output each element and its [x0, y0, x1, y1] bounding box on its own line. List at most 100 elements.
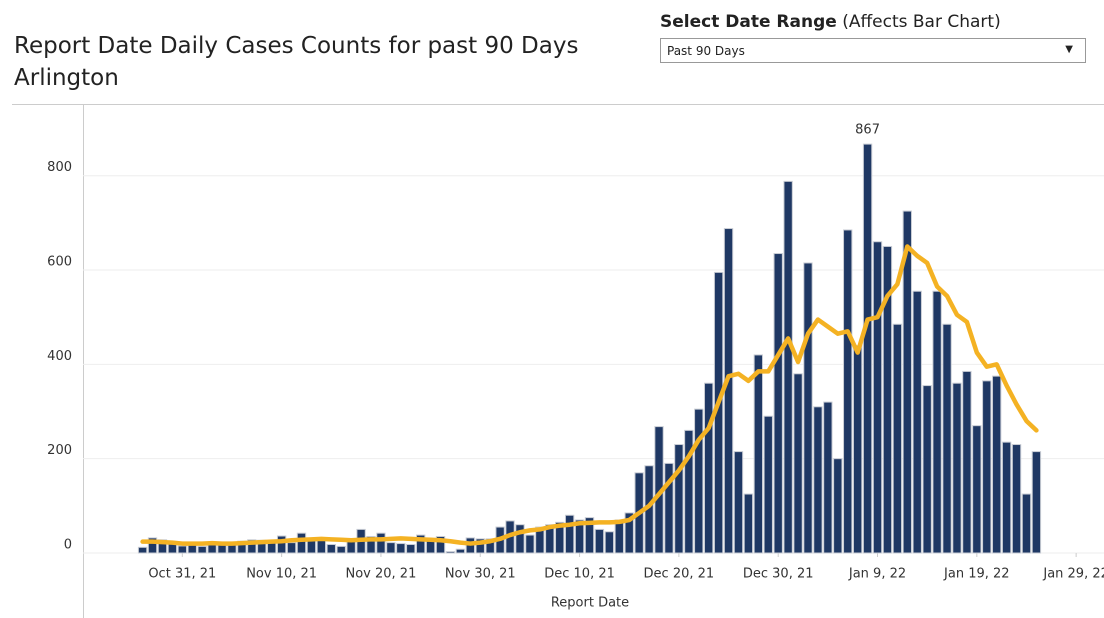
bar	[982, 380, 992, 554]
bar	[475, 538, 485, 554]
bar	[525, 534, 535, 554]
bar	[435, 535, 446, 554]
bar	[872, 241, 883, 554]
x-tick-label: Dec 20, 21	[644, 567, 715, 582]
x-tick-label: Nov 20, 21	[346, 567, 417, 582]
bar	[942, 323, 952, 554]
bar	[386, 542, 396, 554]
bar	[396, 543, 406, 554]
bar	[902, 210, 912, 554]
bar	[783, 180, 793, 554]
bar	[1021, 493, 1032, 554]
bar	[733, 451, 744, 554]
bar	[932, 290, 942, 554]
x-tick-label: Dec 30, 21	[743, 567, 814, 582]
bar	[684, 429, 694, 554]
y-tick-label: 600	[47, 255, 72, 270]
bar	[743, 493, 754, 554]
bar	[376, 532, 386, 554]
bar	[326, 544, 336, 554]
bar	[624, 512, 634, 554]
bar	[227, 544, 237, 554]
x-tick-label: Nov 10, 21	[246, 567, 317, 582]
bar	[574, 519, 585, 554]
x-tick-label: Oct 31, 21	[148, 567, 216, 582]
bar	[1031, 451, 1042, 554]
bar	[336, 545, 346, 554]
bar	[177, 545, 187, 554]
bar	[793, 373, 803, 554]
bar	[535, 526, 545, 554]
dropdown-value: Past 90 Days	[667, 44, 745, 58]
subtitle: Arlington	[14, 65, 119, 91]
bar	[555, 521, 565, 554]
bar	[952, 382, 962, 554]
bar	[723, 228, 734, 554]
bar	[316, 539, 327, 554]
bar	[763, 415, 773, 554]
bar	[833, 458, 843, 554]
bar	[862, 143, 873, 554]
x-tick-label: Jan 19, 22	[943, 567, 1010, 582]
bar	[803, 262, 813, 554]
bar	[515, 524, 525, 554]
bar	[197, 545, 207, 554]
title-block: Report Date Daily Cases Counts for past …	[14, 30, 578, 94]
bar	[594, 528, 605, 554]
x-tick-label: Jan 9, 22	[848, 567, 906, 582]
bar	[912, 290, 922, 554]
bar	[674, 444, 684, 554]
filter-label: Select Date Range (Affects Bar Chart)	[660, 12, 1001, 32]
bar	[843, 229, 853, 554]
bar	[247, 539, 257, 554]
bar	[664, 462, 674, 554]
bar	[147, 537, 158, 554]
y-tick-label: 200	[47, 443, 72, 458]
bar	[296, 532, 307, 554]
bar	[276, 535, 287, 554]
average-line	[140, 244, 1039, 546]
title: Report Date Daily Cases Counts for past …	[14, 33, 579, 59]
bar	[157, 539, 168, 554]
bar	[962, 370, 972, 554]
bar	[753, 354, 764, 554]
bar	[455, 548, 466, 554]
bar	[1011, 444, 1022, 554]
bar	[406, 544, 416, 554]
bar	[892, 323, 903, 554]
bar	[992, 375, 1002, 554]
y-tick-label: 400	[47, 349, 72, 364]
y-tick-label: 800	[47, 160, 72, 175]
data-label: 867	[855, 123, 880, 138]
filter-title: Select Date Range	[660, 12, 837, 32]
bar	[852, 344, 863, 554]
y-tick-label: 0	[64, 538, 72, 553]
bar	[485, 538, 495, 554]
bar	[882, 245, 893, 554]
bar	[972, 425, 982, 554]
bar	[137, 546, 148, 554]
bar	[773, 253, 783, 554]
filter-note: (Affects Bar Chart)	[842, 12, 1001, 32]
bar	[922, 385, 932, 554]
bar	[823, 401, 833, 554]
bar	[366, 535, 376, 554]
x-tick-label: Nov 30, 21	[445, 567, 516, 582]
bar	[813, 406, 823, 554]
bar	[704, 382, 714, 554]
bar	[545, 524, 555, 554]
bar	[564, 514, 575, 554]
date-range-dropdown[interactable]: Past 90 Days ▼	[660, 38, 1086, 63]
bar	[604, 531, 615, 554]
bar	[584, 517, 595, 554]
bar	[614, 519, 624, 554]
x-tick-label: Dec 10, 21	[544, 567, 615, 582]
x-axis-label: Report Date	[551, 596, 629, 611]
bar	[694, 408, 704, 554]
bar	[286, 542, 297, 554]
dropdown-arrow: ▼	[1065, 44, 1073, 55]
bar	[415, 534, 426, 554]
bar	[1001, 441, 1012, 554]
